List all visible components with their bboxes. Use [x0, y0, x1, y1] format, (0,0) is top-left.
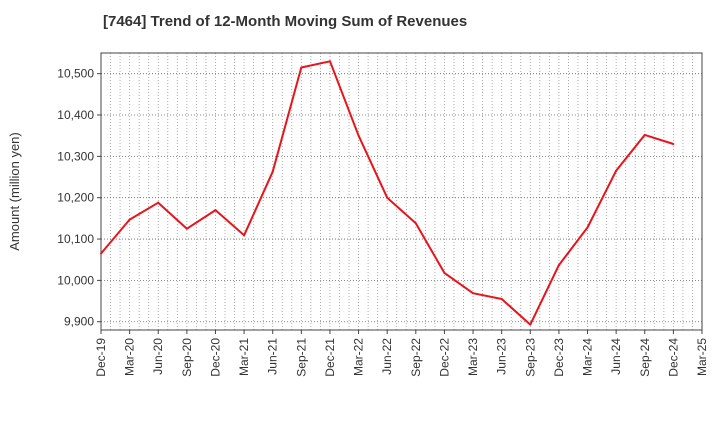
data-point	[243, 234, 246, 237]
data-point	[357, 134, 360, 137]
x-tick-label: Mar-25	[695, 338, 709, 376]
data-point	[472, 292, 475, 295]
x-tick-label: Mar-20	[123, 338, 137, 376]
plot-frame	[100, 52, 703, 331]
x-axis-ticks: Dec-19 Mar-20 Jun-20 Sep-20 Dec-20 Mar-21 Jun-…	[94, 330, 709, 377]
data-point	[185, 227, 188, 230]
y-axis-ticks: 9,900 10,000 10,100 10,200 10,300 10,400 10,50…	[57, 67, 101, 329]
data-point	[643, 133, 646, 136]
y-tick-label: 10,100	[57, 232, 94, 246]
y-tick-label: 10,400	[57, 108, 94, 122]
data-point	[443, 271, 446, 274]
x-tick-label: Jun-20	[151, 338, 165, 375]
x-tick-label: Mar-24	[581, 338, 595, 376]
x-tick-label: Jun-21	[266, 338, 280, 375]
data-point	[672, 142, 675, 145]
data-point	[557, 264, 560, 267]
y-tick-label: 9,900	[64, 315, 94, 329]
data-point	[300, 66, 303, 69]
x-tick-label: Mar-21	[237, 338, 251, 376]
x-tick-label: Sep-22	[409, 338, 423, 377]
data-point	[328, 60, 331, 63]
chart-title: [7464] Trend of 12-Month Moving Sum of R…	[103, 13, 468, 30]
data-point	[100, 252, 102, 255]
data-point	[386, 196, 389, 199]
data-point	[586, 226, 589, 229]
x-tick-label: Dec-22	[437, 338, 451, 377]
data-point	[529, 323, 532, 326]
series-line	[100, 60, 674, 326]
x-tick-label: Jun-23	[495, 338, 509, 375]
data-points	[100, 60, 675, 326]
x-tick-label: Jun-22	[380, 338, 394, 375]
x-tick-label: Mar-22	[352, 338, 366, 376]
x-tick-label: Jun-24	[609, 338, 623, 375]
data-point	[128, 218, 131, 221]
x-tick-label: Sep-24	[638, 338, 652, 377]
x-tick-label: Sep-20	[180, 338, 194, 377]
data-point	[271, 170, 274, 173]
x-tick-label: Mar-23	[466, 338, 480, 376]
x-tick-label: Dec-20	[208, 338, 222, 377]
y-tick-label: 10,500	[57, 67, 94, 81]
grid-lines	[101, 53, 702, 330]
y-axis-label: Amount (million yen)	[7, 132, 22, 251]
x-tick-label: Dec-24	[666, 338, 680, 377]
x-tick-label: Dec-21	[323, 338, 337, 377]
data-point	[157, 201, 160, 204]
x-tick-label: Dec-23	[552, 338, 566, 377]
y-tick-label: 10,300	[57, 149, 94, 163]
y-tick-label: 10,000	[57, 273, 94, 287]
x-tick-label: Sep-21	[294, 338, 308, 377]
data-point	[615, 169, 618, 172]
x-tick-label: Dec-19	[94, 338, 108, 377]
data-point	[500, 297, 503, 300]
data-point	[414, 222, 417, 225]
y-tick-label: 10,200	[57, 191, 94, 205]
x-tick-label: Sep-23	[523, 338, 537, 377]
data-point	[214, 209, 217, 212]
